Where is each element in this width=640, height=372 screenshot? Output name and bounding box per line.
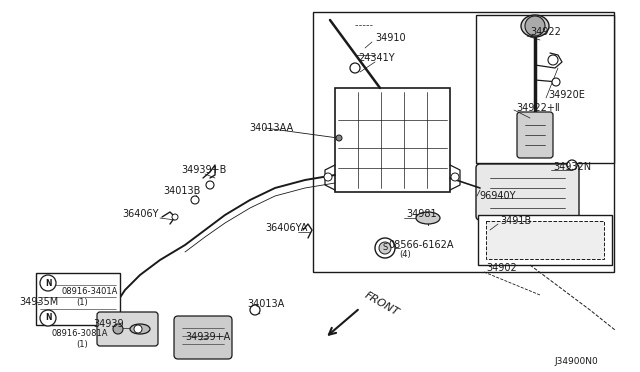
Ellipse shape bbox=[521, 15, 549, 37]
FancyBboxPatch shape bbox=[517, 112, 553, 158]
Circle shape bbox=[375, 238, 395, 258]
Circle shape bbox=[552, 78, 560, 86]
Circle shape bbox=[113, 324, 123, 334]
FancyBboxPatch shape bbox=[97, 312, 158, 346]
Bar bbox=[478, 215, 612, 265]
Circle shape bbox=[350, 63, 360, 73]
Circle shape bbox=[40, 310, 56, 326]
Circle shape bbox=[40, 275, 56, 291]
Circle shape bbox=[206, 181, 214, 189]
Text: 34013B: 34013B bbox=[163, 186, 200, 196]
Text: S: S bbox=[382, 244, 388, 253]
Ellipse shape bbox=[130, 324, 150, 334]
Circle shape bbox=[134, 325, 142, 333]
Circle shape bbox=[324, 173, 332, 181]
Text: 34932N: 34932N bbox=[553, 162, 591, 172]
Text: (1): (1) bbox=[76, 298, 88, 307]
Text: 24341Y: 24341Y bbox=[358, 53, 395, 63]
Circle shape bbox=[172, 214, 178, 220]
Text: 36406Y: 36406Y bbox=[122, 209, 159, 219]
Text: 34920E: 34920E bbox=[548, 90, 585, 100]
Bar bbox=[313, 12, 614, 272]
Text: 34922+Ⅱ: 34922+Ⅱ bbox=[516, 103, 560, 113]
Text: 08916-3081A: 08916-3081A bbox=[52, 330, 109, 339]
Text: 3491B: 3491B bbox=[500, 216, 531, 226]
FancyBboxPatch shape bbox=[476, 164, 579, 220]
Circle shape bbox=[191, 196, 199, 204]
Circle shape bbox=[451, 173, 459, 181]
Circle shape bbox=[379, 242, 391, 254]
Text: 34902: 34902 bbox=[486, 263, 516, 273]
Text: N: N bbox=[45, 279, 51, 288]
Text: 36406YA: 36406YA bbox=[265, 223, 307, 233]
Ellipse shape bbox=[416, 212, 440, 224]
Circle shape bbox=[525, 16, 545, 36]
Text: 34939: 34939 bbox=[93, 319, 124, 329]
Text: 34935M: 34935M bbox=[19, 297, 58, 307]
Circle shape bbox=[336, 135, 342, 141]
Text: 34981: 34981 bbox=[406, 209, 436, 219]
Text: 34013AA: 34013AA bbox=[249, 123, 293, 133]
Text: 34013A: 34013A bbox=[247, 299, 284, 309]
FancyBboxPatch shape bbox=[174, 316, 232, 359]
Bar bbox=[486, 221, 604, 259]
Circle shape bbox=[567, 160, 577, 170]
Text: FRONT: FRONT bbox=[363, 290, 401, 318]
Text: (4): (4) bbox=[399, 250, 411, 260]
Text: 08566-6162A: 08566-6162A bbox=[388, 240, 454, 250]
Text: 34939+B: 34939+B bbox=[181, 165, 227, 175]
Text: J34900N0: J34900N0 bbox=[554, 357, 598, 366]
Text: 96940Y: 96940Y bbox=[479, 191, 515, 201]
Circle shape bbox=[548, 55, 558, 65]
Text: 34910: 34910 bbox=[375, 33, 406, 43]
Text: 08916-3401A: 08916-3401A bbox=[62, 286, 118, 295]
Bar bbox=[476, 15, 614, 163]
Text: N: N bbox=[45, 314, 51, 323]
Bar bbox=[335, 88, 450, 192]
Text: 34939+A: 34939+A bbox=[185, 332, 230, 342]
Text: (1): (1) bbox=[76, 340, 88, 349]
Bar bbox=[36, 273, 120, 325]
Circle shape bbox=[250, 305, 260, 315]
Text: 34922: 34922 bbox=[530, 27, 561, 37]
